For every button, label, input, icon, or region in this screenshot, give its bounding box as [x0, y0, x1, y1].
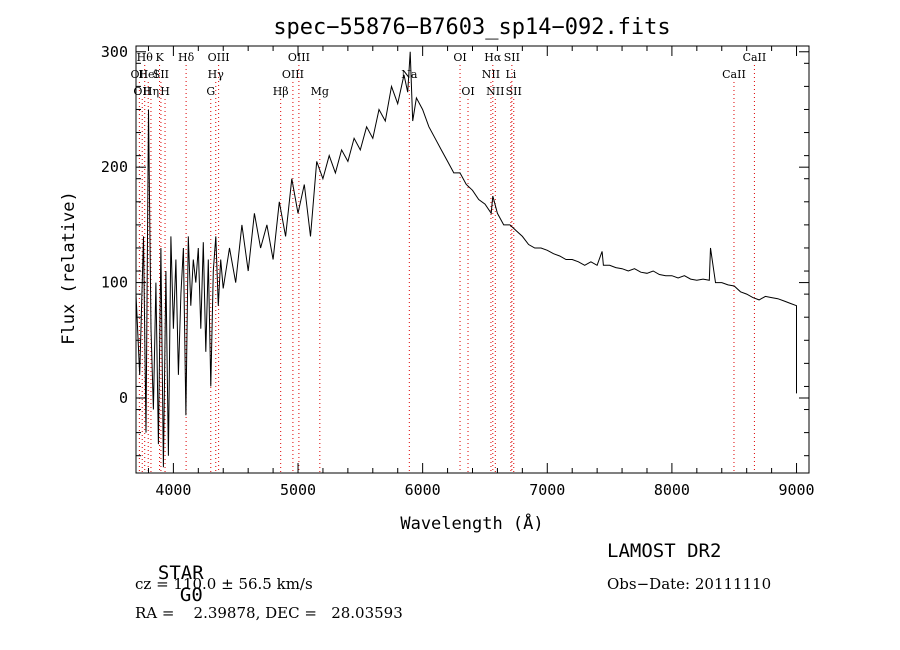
y-tick-label: 0 [119, 389, 128, 407]
y-axis-label: Flux (relative) [59, 191, 79, 345]
axis-ticks: 4000 5000 6000 7000 8000 9000 0 100 200 300 [101, 43, 815, 499]
line-marker-label: NII [486, 85, 504, 98]
x-tick-label: 9000 [778, 481, 814, 499]
x-tick-label: 8000 [654, 481, 690, 499]
line-marker-label: OI [461, 85, 474, 98]
line-marker-label: SII [153, 68, 169, 81]
line-marker-label: OII [131, 68, 149, 81]
line-marker-label: Hel [138, 68, 158, 81]
line-marker-label: H [160, 85, 170, 98]
x-tick-label: 4000 [155, 481, 191, 499]
plot-frame [135, 45, 810, 474]
line-marker-label: OIII [282, 68, 304, 81]
line-marker-label: Hβ [273, 85, 289, 98]
obs-date-text: Obs−Date: 20111110 [607, 575, 772, 593]
object-class: STAR G0 [135, 540, 204, 606]
spectrum-line [135, 51, 797, 468]
class-label: STAR [157, 562, 204, 584]
line-marker-label: K [155, 51, 164, 64]
x-tick-label: 5000 [280, 481, 316, 499]
line-marker-label: OIII [208, 51, 230, 64]
line-marker-label: CaII [722, 68, 746, 81]
y-tick-label: 300 [101, 43, 128, 61]
line-marker-label: NII [482, 68, 500, 81]
line-marker-label: SII [506, 85, 522, 98]
line-marker-label: Hδ [178, 51, 195, 64]
x-tick-label: 7000 [529, 481, 565, 499]
line-marker-label: OIII [288, 51, 310, 64]
line-marker-label: OI [453, 51, 466, 64]
x-tick-label: 6000 [405, 481, 441, 499]
line-marker-label: Li [505, 68, 516, 81]
line-marker-label: Hα [484, 51, 502, 64]
line-marker-label: Hη [143, 85, 159, 98]
subclass-label: G0 [179, 584, 203, 606]
line-marker-label: CaII [743, 51, 767, 64]
coordinates-text: RA = 2.39878, DEC = 28.03593 [135, 604, 403, 622]
survey-label: LAMOST DR2 [607, 540, 722, 562]
line-marker-label: Hθ [137, 51, 154, 64]
line-marker-label: OII [133, 85, 151, 98]
line-marker-layer: OII OII Hθ Hel Hη K SII H Hδ G Hγ OIII Hβ OIII OIII Mg N… [131, 51, 767, 473]
line-marker-label: SII [504, 51, 520, 64]
x-axis-label: Wavelength (Å) [400, 512, 543, 534]
line-marker-label: Na [401, 68, 418, 81]
redshift-text: cz = 110.0 ± 56.5 km/s [135, 575, 313, 593]
line-marker-label: Hγ [208, 68, 225, 81]
chart-title: spec−55876−B7603_sp14−092.fits [273, 15, 670, 40]
y-tick-label: 200 [101, 158, 128, 176]
line-marker-label: Mg [311, 85, 329, 98]
y-tick-label: 100 [101, 274, 128, 292]
line-marker-label: G [206, 85, 215, 98]
